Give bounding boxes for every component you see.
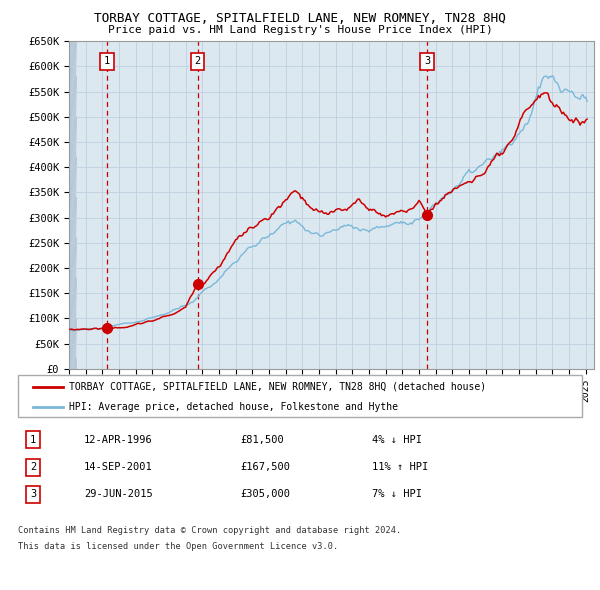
Text: HPI: Average price, detached house, Folkestone and Hythe: HPI: Average price, detached house, Folk… xyxy=(69,402,398,411)
Text: 1: 1 xyxy=(104,57,110,67)
Text: £81,500: £81,500 xyxy=(240,435,284,444)
Text: 12-APR-1996: 12-APR-1996 xyxy=(84,435,153,444)
Text: TORBAY COTTAGE, SPITALFIELD LANE, NEW ROMNEY, TN28 8HQ: TORBAY COTTAGE, SPITALFIELD LANE, NEW RO… xyxy=(94,12,506,25)
Text: 4% ↓ HPI: 4% ↓ HPI xyxy=(372,435,422,444)
Text: 29-JUN-2015: 29-JUN-2015 xyxy=(84,490,153,499)
Text: 1: 1 xyxy=(30,435,36,444)
Text: 2: 2 xyxy=(194,57,200,67)
Text: Price paid vs. HM Land Registry's House Price Index (HPI): Price paid vs. HM Land Registry's House … xyxy=(107,25,493,35)
Text: 2: 2 xyxy=(30,463,36,472)
Text: 3: 3 xyxy=(424,57,430,67)
Text: £167,500: £167,500 xyxy=(240,463,290,472)
Text: Contains HM Land Registry data © Crown copyright and database right 2024.: Contains HM Land Registry data © Crown c… xyxy=(18,526,401,535)
Text: £305,000: £305,000 xyxy=(240,490,290,499)
Text: 11% ↑ HPI: 11% ↑ HPI xyxy=(372,463,428,472)
Text: This data is licensed under the Open Government Licence v3.0.: This data is licensed under the Open Gov… xyxy=(18,542,338,550)
Text: 3: 3 xyxy=(30,490,36,499)
Text: 14-SEP-2001: 14-SEP-2001 xyxy=(84,463,153,472)
Text: 7% ↓ HPI: 7% ↓ HPI xyxy=(372,490,422,499)
Text: TORBAY COTTAGE, SPITALFIELD LANE, NEW ROMNEY, TN28 8HQ (detached house): TORBAY COTTAGE, SPITALFIELD LANE, NEW RO… xyxy=(69,382,486,392)
